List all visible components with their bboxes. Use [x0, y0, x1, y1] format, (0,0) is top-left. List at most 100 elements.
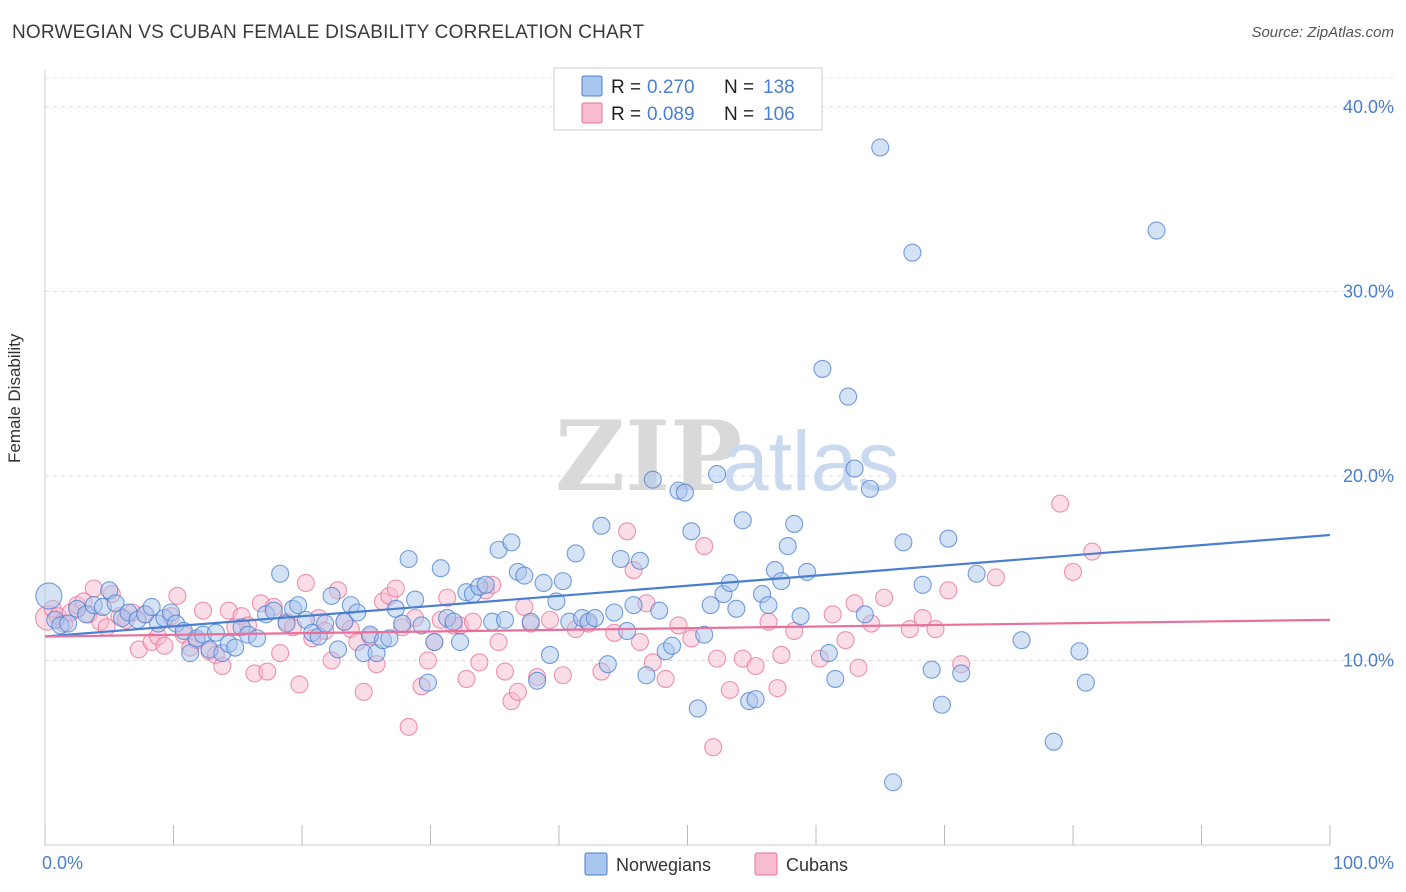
- norwegians-point: [540, 645, 560, 664]
- norwegians-point: [932, 695, 951, 714]
- cubans-point: [84, 579, 103, 598]
- trend-lines: [44, 533, 1331, 638]
- y-tick-label-2: 30.0%: [1343, 281, 1394, 301]
- cubans-point: [438, 588, 457, 607]
- cubans-point: [354, 682, 373, 701]
- norwegians-point: [1076, 673, 1095, 692]
- cubans-point: [194, 601, 213, 620]
- cubans-point: [1063, 562, 1083, 581]
- norwegians-point: [399, 549, 418, 569]
- cubans-point: [630, 632, 650, 652]
- cubans-point: [155, 636, 174, 655]
- norwegians-point: [826, 669, 845, 688]
- norwegians-point: [708, 465, 727, 484]
- norwegians-point: [630, 551, 650, 570]
- legend-r-label-1: R =: [611, 77, 641, 98]
- y-tick-label-3: 40.0%: [1343, 97, 1394, 117]
- norwegians-point: [406, 590, 425, 609]
- cubans-trend-line: [44, 618, 1331, 638]
- norwegians-point: [913, 575, 932, 594]
- gridlines: [45, 77, 1395, 661]
- cubans-point: [875, 588, 894, 607]
- norwegians-point: [425, 632, 444, 652]
- x-tick-labels: 0.0% 100.0%: [42, 853, 1394, 873]
- cubans-point: [823, 605, 842, 624]
- norwegians-point: [759, 596, 778, 615]
- norwegians-point: [618, 621, 637, 641]
- norwegians-point: [380, 629, 399, 648]
- norwegians-point: [1070, 642, 1089, 661]
- x-tick-label-0: 0.0%: [42, 853, 83, 873]
- norwegians-point: [412, 616, 431, 635]
- cubans-point: [1083, 542, 1102, 561]
- legend-r-label-2: R =: [611, 104, 641, 125]
- cubans-point: [618, 522, 637, 541]
- series-legend-label-norwegians: Norwegians: [616, 855, 711, 875]
- legend-swatch-norwegians: [581, 75, 603, 97]
- series-legend: Norwegians Cubans: [584, 852, 848, 876]
- norwegians-point: [476, 575, 495, 594]
- norwegians-point: [264, 601, 283, 620]
- norwegians-point: [585, 608, 605, 628]
- norwegians-point: [611, 549, 630, 569]
- norwegians-point: [1044, 732, 1063, 751]
- norwegians-point: [566, 544, 585, 563]
- series-legend-swatch-cubans: [754, 852, 778, 876]
- norwegians-point: [431, 559, 450, 578]
- norwegians-point: [733, 511, 752, 530]
- norwegians-point: [142, 597, 161, 617]
- source-label: Source: ZipAtlas.com: [1251, 24, 1394, 41]
- norwegians-point: [271, 564, 290, 583]
- cubans-point: [508, 682, 527, 701]
- cubans-point: [168, 586, 187, 605]
- cubans-point: [836, 631, 855, 650]
- norwegians-point: [247, 629, 267, 648]
- norwegians-point: [785, 514, 804, 533]
- norwegians-point: [1012, 631, 1031, 650]
- norwegians-point: [860, 479, 880, 498]
- norwegians-point: [35, 582, 63, 610]
- norwegians-point: [791, 607, 810, 626]
- cubans-point: [495, 662, 515, 681]
- norwegians-point: [727, 599, 746, 618]
- norwegians-point: [663, 636, 682, 655]
- norwegians-point: [495, 610, 515, 629]
- norwegians-point: [451, 632, 470, 652]
- norwegians-point: [444, 612, 463, 631]
- norwegians-point: [592, 516, 611, 535]
- cubans-point: [463, 612, 482, 631]
- cubans-point: [704, 738, 723, 757]
- legend-n-value-2: 106: [763, 104, 795, 125]
- norwegians-point: [624, 596, 643, 615]
- cubans-point: [386, 579, 405, 598]
- norwegians-points: [35, 138, 1166, 792]
- cubans-point: [746, 656, 765, 676]
- norwegians-point: [819, 644, 838, 663]
- cubans-point: [772, 645, 791, 664]
- norwegians-point: [393, 614, 412, 633]
- cubans-point: [708, 649, 727, 668]
- norwegians-point: [855, 605, 874, 624]
- norwegians-point: [884, 773, 903, 792]
- norwegians-point: [1147, 221, 1166, 240]
- cubans-point: [669, 616, 688, 635]
- norwegians-point: [515, 566, 534, 585]
- norwegians-point: [839, 387, 858, 406]
- cubans-point: [489, 632, 508, 652]
- y-tick-labels: 10.0% 20.0% 30.0% 40.0%: [1343, 97, 1394, 671]
- norwegians-point: [322, 586, 341, 605]
- legend: R = 0.270 N = 138 R = 0.089 N = 106: [553, 67, 823, 131]
- cubans-point: [656, 669, 675, 688]
- watermark-zip: ZIP: [555, 400, 742, 513]
- cubans-point: [290, 675, 309, 694]
- cubans-point: [457, 669, 476, 688]
- norwegians-point: [553, 572, 572, 591]
- cubans-point: [695, 537, 714, 556]
- cubans-point: [768, 679, 787, 698]
- cubans-point: [470, 653, 489, 672]
- cubans-point: [939, 581, 958, 600]
- norwegians-point: [643, 470, 662, 489]
- cubans-point: [1051, 494, 1070, 513]
- x-tick-label-1: 100.0%: [1333, 853, 1394, 873]
